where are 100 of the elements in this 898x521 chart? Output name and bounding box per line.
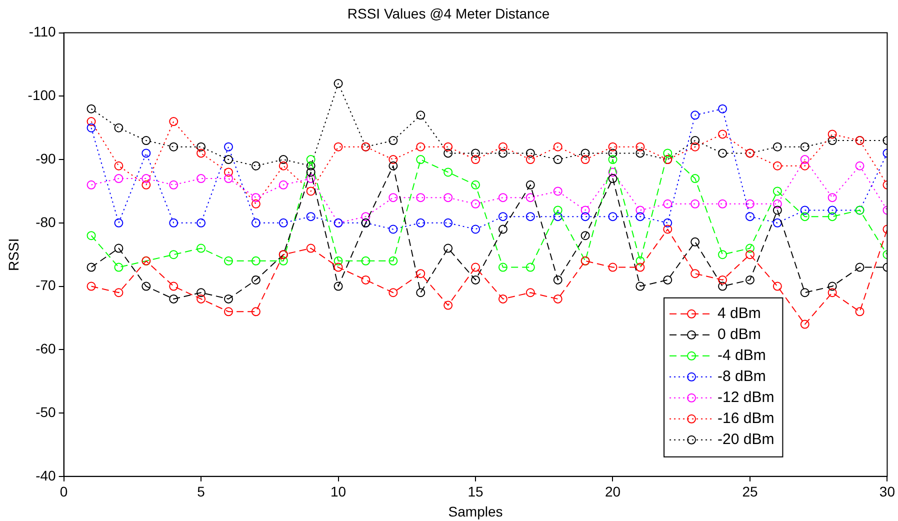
point bbox=[142, 174, 151, 184]
point bbox=[553, 206, 562, 215]
point bbox=[718, 282, 728, 291]
point bbox=[306, 155, 316, 164]
point bbox=[718, 130, 728, 139]
point bbox=[86, 282, 96, 291]
point bbox=[828, 282, 837, 291]
point bbox=[855, 161, 864, 170]
point bbox=[114, 244, 124, 253]
point bbox=[580, 148, 590, 158]
point bbox=[772, 206, 782, 215]
point bbox=[196, 244, 206, 253]
point bbox=[224, 174, 233, 184]
point bbox=[416, 110, 426, 120]
point bbox=[636, 142, 645, 152]
point bbox=[608, 174, 618, 184]
point bbox=[169, 250, 178, 260]
point bbox=[444, 142, 453, 152]
x-tick-label: 25 bbox=[742, 484, 758, 500]
point bbox=[306, 212, 316, 222]
point bbox=[196, 218, 206, 228]
point bbox=[828, 193, 837, 202]
point bbox=[251, 218, 260, 228]
point bbox=[361, 256, 370, 266]
legend-label: 4 dBm bbox=[718, 305, 761, 322]
point bbox=[608, 262, 618, 272]
point bbox=[608, 168, 618, 177]
point bbox=[114, 161, 124, 170]
point bbox=[855, 262, 864, 272]
point bbox=[142, 180, 151, 190]
point bbox=[444, 244, 453, 253]
point bbox=[251, 307, 260, 316]
point bbox=[608, 142, 618, 152]
point bbox=[114, 288, 124, 298]
point bbox=[636, 262, 645, 272]
legend-label: -16 dBm bbox=[718, 410, 774, 428]
point bbox=[251, 161, 260, 170]
point bbox=[636, 282, 645, 291]
point bbox=[388, 193, 398, 202]
point bbox=[334, 262, 343, 272]
point bbox=[471, 155, 480, 164]
point bbox=[498, 262, 508, 272]
point bbox=[388, 155, 398, 164]
point bbox=[114, 123, 124, 132]
point bbox=[800, 142, 810, 152]
point bbox=[663, 199, 672, 208]
point bbox=[471, 262, 480, 272]
point bbox=[471, 199, 480, 208]
point bbox=[196, 142, 206, 152]
point bbox=[526, 155, 535, 164]
x-tick-label: 10 bbox=[330, 484, 346, 500]
point bbox=[526, 148, 535, 158]
point bbox=[526, 288, 535, 298]
point bbox=[114, 262, 124, 272]
point bbox=[251, 256, 260, 266]
point bbox=[636, 256, 645, 266]
point bbox=[416, 269, 426, 278]
point bbox=[608, 212, 618, 222]
point bbox=[636, 148, 645, 158]
point bbox=[334, 282, 343, 291]
point bbox=[416, 288, 426, 298]
point bbox=[278, 161, 288, 170]
y-tick-label: -100 bbox=[28, 87, 56, 104]
point bbox=[444, 148, 453, 158]
point bbox=[498, 294, 508, 304]
point bbox=[471, 180, 480, 190]
point bbox=[224, 168, 233, 177]
point bbox=[800, 320, 810, 329]
point bbox=[251, 275, 260, 284]
point bbox=[196, 148, 206, 158]
point bbox=[828, 136, 837, 146]
y-tick-label: -40 bbox=[36, 467, 56, 484]
point bbox=[498, 142, 508, 152]
point bbox=[636, 212, 645, 222]
point bbox=[608, 155, 618, 164]
legend-label: -8 dBm bbox=[718, 368, 766, 386]
point bbox=[553, 186, 562, 196]
x-tick-label: 20 bbox=[604, 484, 621, 500]
legend-label: -20 dBm bbox=[718, 431, 774, 448]
point bbox=[553, 142, 562, 152]
point bbox=[224, 142, 233, 152]
y-tick-label: -70 bbox=[36, 277, 56, 294]
point bbox=[224, 256, 233, 266]
point bbox=[278, 256, 288, 266]
point bbox=[388, 224, 398, 234]
point bbox=[86, 180, 96, 190]
point bbox=[745, 244, 754, 253]
point bbox=[772, 199, 782, 208]
point bbox=[800, 288, 810, 298]
point bbox=[169, 142, 178, 152]
point bbox=[718, 104, 728, 114]
point bbox=[334, 78, 343, 88]
point bbox=[800, 212, 810, 222]
point bbox=[498, 224, 508, 234]
point bbox=[718, 250, 728, 260]
point bbox=[388, 288, 398, 298]
point bbox=[169, 282, 178, 291]
point bbox=[828, 288, 837, 298]
point bbox=[224, 307, 233, 316]
point bbox=[196, 174, 206, 184]
